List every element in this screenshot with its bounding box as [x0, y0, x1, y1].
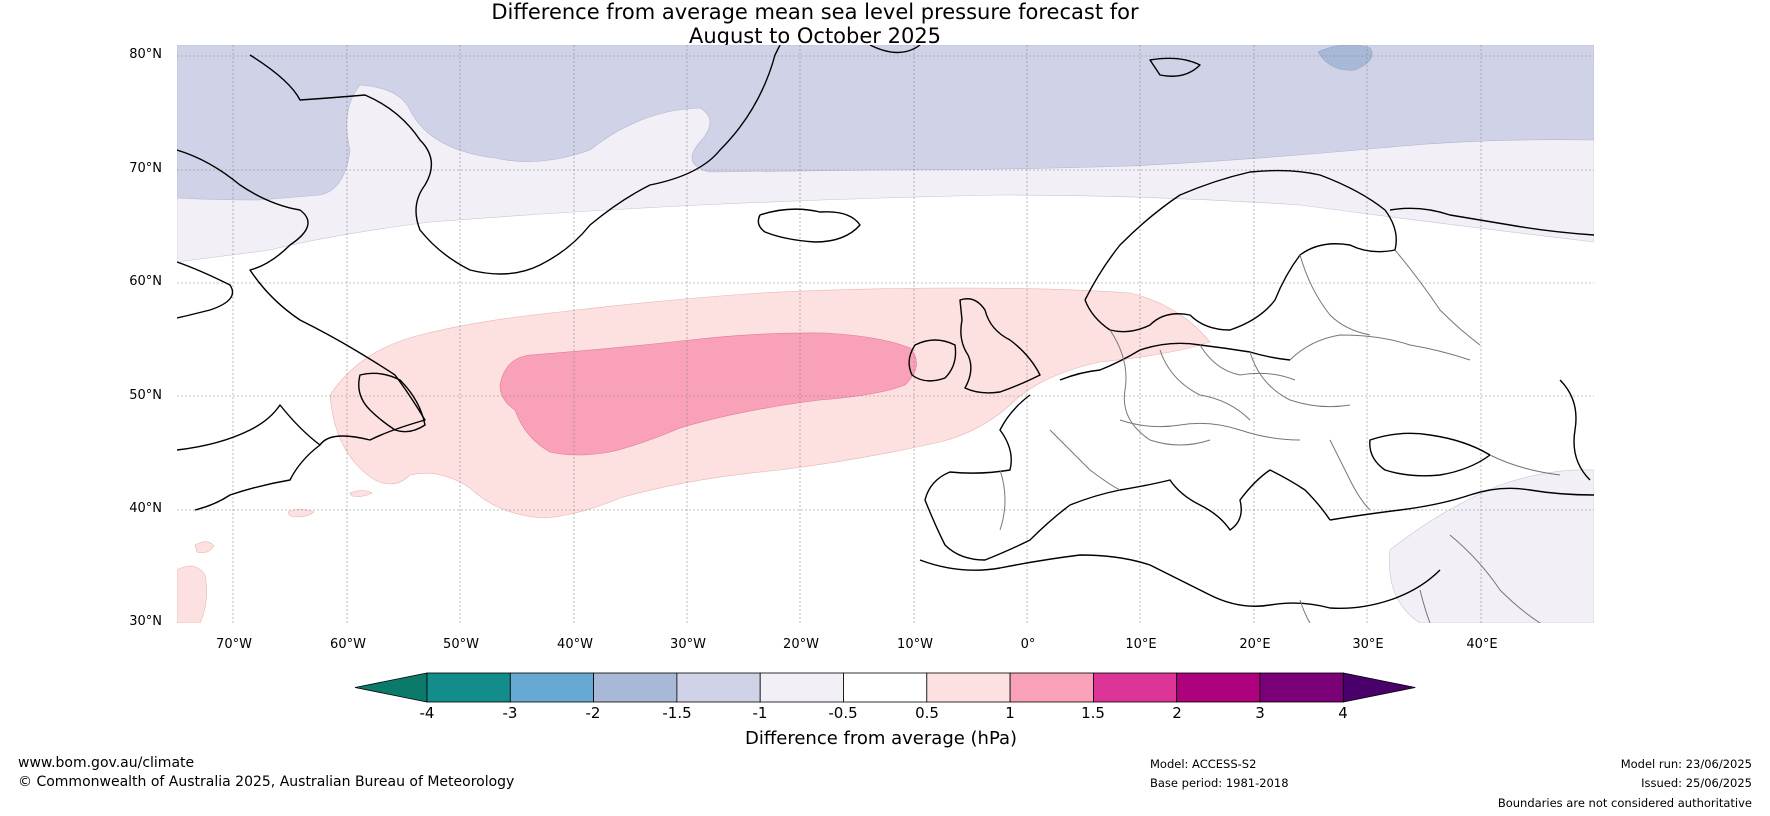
lat-label-80n: 80°N	[129, 47, 162, 62]
anomaly-region-pos-weak-small-1	[177, 565, 207, 623]
coastline-iceland	[757, 208, 861, 243]
lon-label-30e: 30°E	[1352, 637, 1384, 652]
coastline-us-east	[177, 404, 321, 451]
anomaly-region-pos-weak-small-2	[194, 541, 215, 554]
coastline-newfoundland	[358, 372, 426, 433]
colorbar-tick: -0.5	[828, 704, 858, 722]
anomaly-region-pos-weak-small-3	[287, 508, 315, 518]
colorbar-swatch	[1176, 672, 1261, 703]
lat-label-60n: 60°N	[129, 274, 162, 289]
title-line-2: August to October 2025	[688, 24, 942, 48]
coastline-baffin	[177, 261, 234, 319]
footer-issued: Issued: 25/06/2025	[1641, 776, 1752, 790]
coastline-caspian	[1559, 379, 1591, 481]
colorbar-swatch	[593, 672, 678, 703]
anomaly-region-neg-moderate-arctic	[177, 45, 1594, 201]
colorbar-swatch	[676, 672, 761, 703]
anomaly-region-blue-patch	[1317, 45, 1373, 71]
footer-model-run: Model run: 23/06/2025	[1620, 757, 1752, 771]
colorbar	[354, 672, 1416, 703]
coastline-greenland-east	[869, 45, 921, 54]
lon-label-0: 0°	[1020, 637, 1036, 652]
colorbar-tick: 1	[1005, 704, 1015, 722]
colorbar-swatch	[1093, 672, 1178, 703]
colorbar-swatch	[843, 672, 928, 703]
colorbar-swatch	[509, 672, 594, 703]
colorbar-tick: -4	[419, 704, 435, 722]
coastline-europe-west	[1059, 342, 1291, 381]
coastline-canada	[177, 149, 426, 511]
coastline-north-africa	[919, 554, 1441, 610]
map-title: Difference from average mean sea level p…	[0, 0, 1630, 48]
footer-copyright: © Commonwealth of Australia 2025, Austra…	[18, 774, 515, 790]
lat-label-40n: 40°N	[129, 501, 162, 516]
colorbar-title: Difference from average (hPa)	[745, 728, 1018, 749]
lon-label-60w: 60°W	[330, 637, 366, 652]
title-line-1: Difference from average mean sea level p…	[491, 0, 1139, 24]
colorbar-tick: -1	[752, 704, 768, 722]
lon-label-40w: 40°W	[557, 637, 593, 652]
coastline-norway	[1084, 169, 1397, 333]
lat-label-30n: 30°N	[129, 614, 162, 629]
coastline-greenland	[249, 45, 781, 275]
lon-label-20w: 20°W	[783, 637, 819, 652]
colorbar-swatch	[1259, 672, 1344, 703]
colorbar-swatch	[426, 672, 511, 703]
colorbar-swatch	[759, 672, 844, 703]
lon-label-10w: 10°W	[897, 637, 933, 652]
graticule	[177, 45, 1594, 623]
colorbar-tick: 2	[1172, 704, 1182, 722]
lon-label-20e: 20°E	[1239, 637, 1271, 652]
coastline-great-britain	[959, 298, 1041, 394]
coastline-kola	[1389, 207, 1594, 236]
colorbar-swatch	[926, 672, 1011, 703]
colorbar-under-extension	[354, 672, 428, 703]
colorbar-tick: 0.5	[915, 704, 939, 722]
colorbar-tick: -2	[585, 704, 601, 722]
coastlines	[177, 45, 1594, 610]
lon-label-50w: 50°W	[443, 637, 479, 652]
anomaly-region-pos-weak-small-4	[349, 490, 373, 497]
colorbar-tick: 4	[1338, 704, 1348, 722]
lat-label-70n: 70°N	[129, 161, 162, 176]
lon-label-10e: 10°E	[1125, 637, 1157, 652]
map-panel	[177, 45, 1594, 623]
colorbar-tick: 1.5	[1081, 704, 1105, 722]
colorbar-tick: -1.5	[662, 704, 692, 722]
footer-model: Model: ACCESS-S2	[1150, 757, 1257, 771]
footer-url: www.bom.gov.au/climate	[18, 755, 195, 771]
lat-label-50n: 50°N	[129, 388, 162, 403]
colorbar-tick: -3	[502, 704, 518, 722]
lon-label-40e: 40°E	[1466, 637, 1498, 652]
footer-disclaimer: Boundaries are not considered authoritat…	[1497, 796, 1752, 810]
colorbar-tick: 3	[1255, 704, 1265, 722]
coastline-svalbard	[1149, 57, 1201, 77]
coastline-black-sea	[1369, 432, 1491, 477]
coastline-med-north	[1069, 469, 1331, 531]
country-borders	[999, 249, 1561, 623]
lon-label-70w: 70°W	[216, 637, 252, 652]
footer-base-period: Base period: 1981-2018	[1150, 776, 1289, 790]
anomaly-region-pos-moderate-atlantic	[499, 332, 917, 456]
coastline-turkey	[1329, 487, 1594, 521]
lon-label-30w: 30°W	[670, 637, 706, 652]
colorbar-over-extension	[1342, 672, 1416, 703]
colorbar-swatch	[1009, 672, 1094, 703]
coastline-ireland	[908, 339, 957, 382]
coastline-france-iberia	[924, 394, 1071, 561]
